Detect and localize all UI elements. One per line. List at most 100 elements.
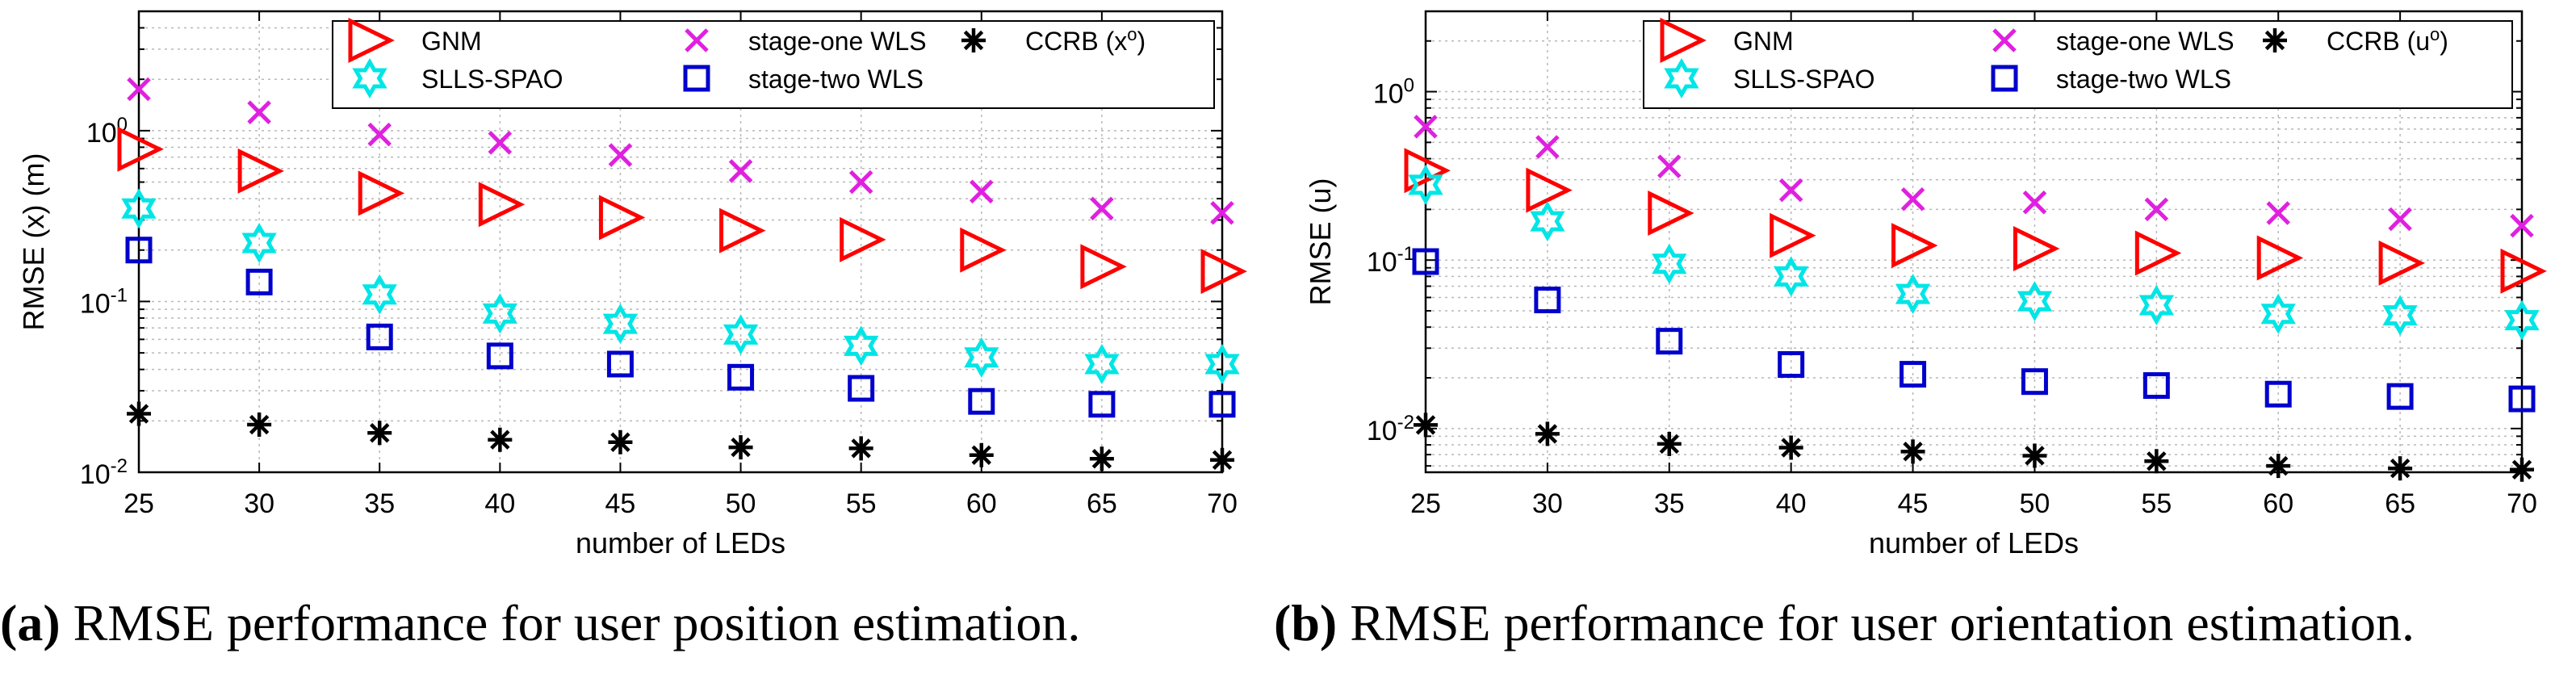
panel-b-xtick-label: 60 — [2263, 488, 2293, 519]
panel-a-legend-item: stage-one WLS — [685, 27, 927, 56]
panel-b-point-hexagram — [2138, 284, 2175, 326]
panel-a-xtick-label: 50 — [726, 488, 756, 519]
panel-a-point-x — [247, 100, 271, 124]
panel-a-legend-marker-square — [683, 65, 710, 92]
panel-a-legend-label: stage-two WLS — [748, 65, 924, 94]
panel-a-point-asterisk — [127, 401, 151, 426]
panel-a-point-x — [728, 159, 753, 183]
panel-a-point-triangle-right — [719, 207, 766, 253]
panel-b-axes-box — [1424, 10, 2524, 474]
panel-b-point-asterisk — [2388, 456, 2413, 481]
panel-a-point-square — [125, 237, 153, 264]
panel-b-xtick-label: 55 — [2141, 488, 2172, 519]
panel-b-legend-item: stage-one WLS — [1992, 27, 2235, 56]
panel-a-point-triangle-right — [237, 148, 285, 194]
panel-b-point-x-stroke-2 — [2022, 190, 2047, 215]
panel-a-point-asterisk-spoke-4 — [731, 437, 751, 458]
panel-b-point-square — [2386, 383, 2414, 410]
panel-a-xtick-label: 30 — [244, 488, 274, 519]
caption-b-text: RMSE performance for user orientation es… — [1350, 594, 2415, 651]
panel-b-point-x-stroke-2 — [1900, 186, 1925, 212]
panel-b-point-square — [1900, 361, 1927, 388]
panel-b-legend-item: stage-two WLS — [1991, 65, 2231, 94]
panel-a-point-triangle-right — [1080, 244, 1127, 290]
panel-b-xtick-label: 65 — [2385, 488, 2415, 519]
panel-b-point-asterisk — [1414, 413, 1438, 438]
panel-a-point-asterisk — [608, 429, 633, 455]
panel-b-point-asterisk-spoke-4 — [1781, 438, 1801, 458]
panel-a-legend-item: CCRB (xo) — [961, 24, 1146, 56]
panel-b-point-hexagram — [1773, 256, 1809, 297]
panel-b-legend-label: SLLS-SPAO — [1733, 65, 1874, 94]
panel-b-point-triangle-right — [1648, 191, 1694, 237]
panel-a-legend-marker-asterisk — [961, 28, 986, 52]
panel-b-series-asterisk — [1414, 413, 2534, 482]
panel-b-point-hexagram — [2382, 295, 2418, 336]
panel-b-legend-label: GNM — [1733, 27, 1794, 56]
panel-b-legend-marker-asterisk — [2263, 28, 2287, 52]
panel-a-legend-box — [332, 20, 1215, 109]
panel-a-legend-label: SLLS-SPAO — [421, 65, 563, 94]
panel-a-point-hexagram — [723, 314, 759, 355]
panel-a-series-hexagram — [121, 188, 1240, 384]
panel-b-xtick-label: 45 — [1898, 488, 1929, 519]
panel-a-point-asterisk — [848, 436, 873, 461]
panel-b-point-square — [1656, 328, 1683, 355]
panel-a-point-hexagram — [1204, 344, 1240, 384]
panel-a-point-x-stroke-2 — [608, 143, 633, 167]
panel-a-point-x-stroke-2 — [848, 170, 873, 195]
panel-a-point-square — [968, 387, 995, 415]
panel-a-point-asterisk-spoke-4 — [128, 404, 149, 424]
panel-b-point-asterisk — [2144, 449, 2169, 474]
panel-a-legend: GNM stage-one WLS CCRB (xo) SLLS-SPAO stage-… — [332, 17, 1215, 109]
panel-a-point-asterisk-spoke-4 — [971, 445, 991, 465]
panel-a-legend-label: GNM — [421, 27, 482, 56]
panel-a-point-triangle-right — [1200, 249, 1247, 295]
panel-a-legend-label: stage-one WLS — [748, 27, 927, 56]
panel-a-point-x-stroke-2 — [367, 122, 392, 147]
panel-b-point-x-stroke-2 — [1778, 178, 1803, 203]
panel-b-point-hexagram — [2017, 281, 2053, 322]
panel-a-legend-marker-hexagram — [352, 58, 387, 98]
panel-a-xtick-label: 60 — [966, 488, 997, 519]
panel-a-point-x — [970, 179, 994, 204]
panel-b-point-x — [2510, 213, 2534, 238]
panel-a-legend-marker-asterisk-spoke-4 — [963, 30, 984, 51]
panel-a-point-square — [606, 350, 634, 378]
panel-a-ylabel: RMSE (x) (m) — [17, 153, 50, 331]
panel-b-point-x — [2266, 201, 2290, 225]
panel-b-point-asterisk-spoke-4 — [2025, 446, 2045, 466]
panel-a-point-hexagram — [964, 337, 999, 378]
panel-a-point-x-stroke-2 — [247, 100, 271, 124]
panel-b-legend-marker-hexagram — [1664, 58, 1699, 98]
panel-b-point-x — [2144, 197, 2169, 222]
panel-b-point-triangle-right — [1526, 167, 1573, 213]
panel-b-point-x — [1535, 135, 1560, 159]
panel-a-point-square — [848, 375, 875, 402]
panel-a-point-asterisk — [488, 427, 513, 452]
panel-a-point-square — [1088, 391, 1116, 418]
panel-a-point-triangle-right — [840, 216, 886, 262]
panel-b-point-asterisk — [1778, 435, 1803, 460]
panel-a-point-x-stroke-2 — [728, 159, 753, 183]
panel-b-point-x — [1414, 115, 1438, 139]
panel-b-point-asterisk-spoke-4 — [2511, 459, 2532, 480]
panel-a-point-asterisk-spoke-4 — [249, 414, 270, 435]
panel-b-point-asterisk — [1900, 439, 1925, 464]
panel-b-point-triangle-right — [2378, 240, 2426, 286]
panel-a-point-triangle-right — [478, 182, 526, 228]
panel-b-point-asterisk — [2266, 454, 2291, 479]
panel-b-series-square — [1412, 248, 2536, 413]
panel-a-point-x-stroke-2 — [1090, 196, 1114, 221]
panel-b-grid — [1425, 10, 2523, 472]
panel-a-point-x-stroke-2 — [970, 179, 994, 204]
panel-b-point-asterisk-spoke-4 — [2147, 451, 2167, 471]
panel-b-xlabel: number of LEDs — [1869, 526, 2079, 559]
panel-a-point-hexagram — [482, 293, 518, 334]
panel-a-legend-marker-x — [685, 28, 709, 52]
panel-b-point-x-stroke-2 — [2510, 213, 2534, 238]
panel-b-legend-label: stage-one WLS — [2056, 27, 2235, 56]
panel-a-axes-box — [137, 10, 1224, 474]
panel-a-point-asterisk-spoke-4 — [490, 429, 510, 450]
panel-b-legend-item: GNM — [1660, 17, 1794, 64]
